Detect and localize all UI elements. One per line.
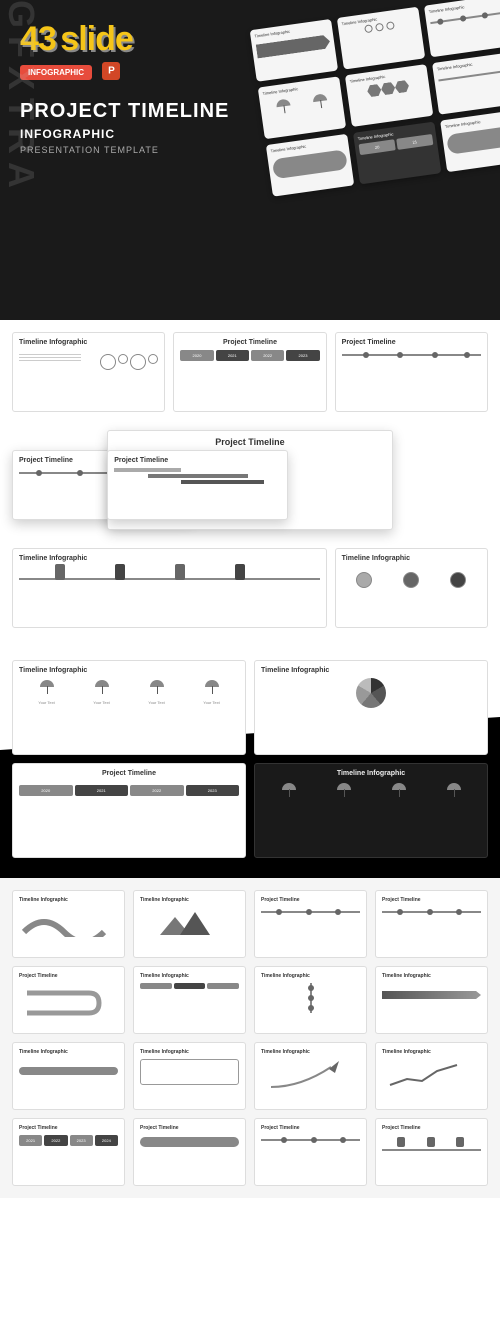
slide-title: Project Timeline (342, 339, 481, 346)
featured-slide-wrap: Project Timeline Project Timeline Projec… (12, 420, 488, 540)
thumb: Timeline Infographic (432, 52, 500, 115)
slide-title: Project Timeline (180, 339, 319, 346)
slide-card: Timeline Infographic (254, 966, 367, 1034)
powerpoint-icon (102, 62, 120, 80)
slide-card: Timeline Infographic (335, 548, 488, 628)
slide-title: Timeline Infographic (19, 667, 239, 674)
slide-card: Project Timeline (375, 1118, 488, 1186)
slide-card: Project Timeline (254, 890, 367, 958)
thumb: Timeline Infographic (250, 19, 338, 82)
thumb: Timeline Infographic (345, 64, 433, 127)
hero-section: GFXTRA 43 slide INFOGRAPHIC PROJECT TIME… (0, 0, 500, 320)
thumb: Timeline Infographic (337, 7, 425, 70)
slide-card: Project Timeline2021202220232024 (12, 1118, 125, 1186)
thumb: Timeline Infographic2021 (353, 122, 441, 185)
hero-thumbnail-grid: Timeline Infographic Timeline Infographi… (250, 0, 500, 197)
section-2: Timeline Infographic Project Timeline 20… (0, 320, 500, 640)
slide-card: Project Timeline (254, 1118, 367, 1186)
slide-card: Project Timeline 2020 2021 2022 2023 (12, 763, 246, 858)
thumb: Timeline Infographic (266, 134, 354, 197)
slide-card: Timeline Infographic (12, 332, 165, 412)
slide-card: Timeline Infographic (133, 1042, 246, 1110)
slide-title: Timeline Infographic (261, 667, 481, 674)
thumb: Timeline Infographic (440, 109, 500, 172)
pie-wheel-icon (356, 678, 386, 708)
slide-title: Project Timeline (114, 437, 386, 447)
slide-card: Project Timeline (12, 966, 125, 1034)
slide-card: Timeline Infographic (133, 890, 246, 958)
slide-title: Project Timeline (19, 770, 239, 777)
slide-card: Timeline Infographic (12, 1042, 125, 1110)
slide-card: Project Timeline 2020 2021 2022 2023 (173, 332, 326, 412)
thumb: Timeline Infographic (424, 0, 500, 57)
slide-title: Timeline Infographic (19, 555, 320, 562)
slide-title: Timeline Infographic (342, 555, 481, 562)
slide-card: Timeline Infographic Your Text Your Text… (12, 660, 246, 755)
section-4: Timeline Infographic Timeline Infographi… (0, 878, 500, 1198)
slide-card: Timeline Infographic (254, 660, 488, 755)
count-label: slide (60, 20, 132, 58)
section-3: Timeline Infographic Your Text Your Text… (0, 640, 500, 878)
slide-card: Timeline Infographic (375, 1042, 488, 1110)
info-badge: INFOGRAPHIC (20, 65, 92, 80)
slide-card: Timeline Infographic (375, 966, 488, 1034)
slide-card: Project Timeline (335, 332, 488, 412)
slide-card: Timeline Infographic (12, 890, 125, 958)
slide-title: Project Timeline (114, 457, 281, 464)
slide-card: Timeline Infographic (254, 1042, 367, 1110)
slide-title: Timeline Infographic (261, 770, 481, 777)
slide-card: Project Timeline (375, 890, 488, 958)
slide-card: Project Timeline (133, 1118, 246, 1186)
slide-card: Project Timeline (107, 450, 288, 520)
count-number: 43 (20, 20, 56, 58)
thumb: Timeline Infographic (258, 76, 346, 139)
slide-card: Timeline Infographic (12, 548, 327, 628)
slide-card: Timeline Infographic (133, 966, 246, 1034)
slide-card: Timeline Infographic (254, 763, 488, 858)
slide-title: Timeline Infographic (19, 339, 158, 346)
